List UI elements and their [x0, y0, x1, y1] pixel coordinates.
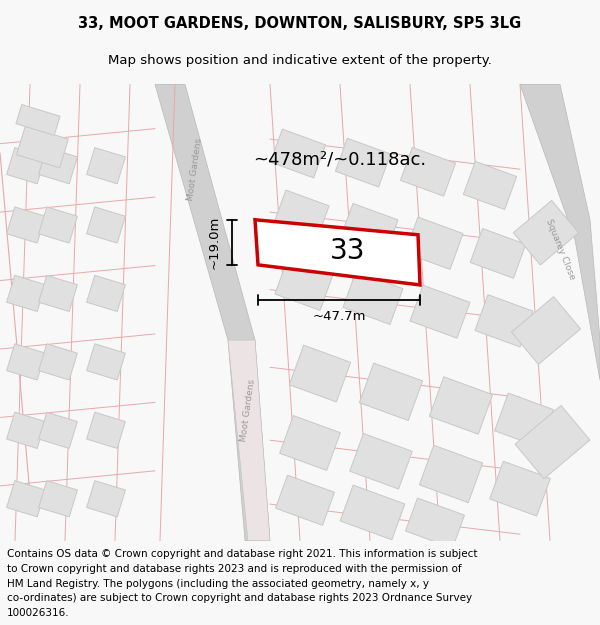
Polygon shape: [343, 271, 403, 324]
Text: co-ordinates) are subject to Crown copyright and database rights 2023 Ordnance S: co-ordinates) are subject to Crown copyr…: [7, 593, 472, 603]
Polygon shape: [16, 104, 60, 136]
Polygon shape: [7, 481, 46, 517]
Polygon shape: [228, 340, 270, 541]
Polygon shape: [17, 126, 68, 168]
Polygon shape: [490, 461, 550, 516]
Text: 33, MOOT GARDENS, DOWNTON, SALISBURY, SP5 3LG: 33, MOOT GARDENS, DOWNTON, SALISBURY, SP…: [79, 16, 521, 31]
Text: Moot Gardens: Moot Gardens: [186, 138, 204, 201]
Polygon shape: [86, 148, 125, 184]
Polygon shape: [7, 276, 46, 312]
Text: Contains OS data © Crown copyright and database right 2021. This information is : Contains OS data © Crown copyright and d…: [7, 549, 478, 559]
Polygon shape: [405, 217, 463, 269]
Polygon shape: [86, 207, 125, 243]
Polygon shape: [494, 393, 553, 448]
Polygon shape: [255, 220, 420, 285]
Polygon shape: [86, 412, 125, 449]
Text: HM Land Registry. The polygons (including the associated geometry, namely x, y: HM Land Registry. The polygons (includin…: [7, 579, 429, 589]
Polygon shape: [7, 344, 46, 380]
Polygon shape: [38, 207, 77, 243]
Polygon shape: [155, 84, 270, 541]
Polygon shape: [475, 295, 533, 347]
Polygon shape: [275, 475, 334, 526]
Polygon shape: [511, 297, 581, 364]
Text: Squarey Close: Squarey Close: [544, 218, 577, 281]
Polygon shape: [38, 276, 77, 312]
Polygon shape: [400, 148, 455, 196]
Polygon shape: [340, 204, 398, 256]
Polygon shape: [7, 148, 46, 184]
Polygon shape: [86, 276, 125, 312]
Text: 100026316.: 100026316.: [7, 608, 70, 618]
Polygon shape: [335, 138, 391, 187]
Text: 33: 33: [330, 237, 365, 265]
Polygon shape: [430, 377, 493, 434]
Polygon shape: [275, 258, 333, 311]
Text: ~19.0m: ~19.0m: [208, 216, 221, 269]
Polygon shape: [340, 485, 405, 540]
Text: ~478m²/~0.118ac.: ~478m²/~0.118ac.: [253, 151, 427, 169]
Polygon shape: [7, 412, 46, 449]
Polygon shape: [38, 344, 77, 380]
Polygon shape: [289, 345, 350, 402]
Polygon shape: [520, 84, 600, 380]
Polygon shape: [463, 161, 517, 209]
Polygon shape: [419, 445, 482, 503]
Polygon shape: [7, 207, 46, 243]
Polygon shape: [280, 416, 340, 471]
Polygon shape: [359, 363, 422, 421]
Polygon shape: [514, 201, 578, 265]
Text: Map shows position and indicative extent of the property.: Map shows position and indicative extent…: [108, 54, 492, 68]
Polygon shape: [406, 498, 464, 548]
Polygon shape: [350, 434, 412, 489]
Text: Moot Gardens: Moot Gardens: [239, 378, 257, 442]
Polygon shape: [470, 229, 526, 278]
Polygon shape: [86, 344, 125, 380]
Polygon shape: [515, 406, 590, 479]
Text: to Crown copyright and database rights 2023 and is reproduced with the permissio: to Crown copyright and database rights 2…: [7, 564, 462, 574]
Polygon shape: [86, 481, 125, 517]
Polygon shape: [273, 190, 329, 242]
Polygon shape: [38, 412, 77, 449]
Polygon shape: [271, 129, 326, 178]
Polygon shape: [38, 148, 77, 184]
Text: ~47.7m: ~47.7m: [312, 309, 366, 322]
Polygon shape: [410, 285, 470, 338]
Polygon shape: [38, 481, 77, 517]
